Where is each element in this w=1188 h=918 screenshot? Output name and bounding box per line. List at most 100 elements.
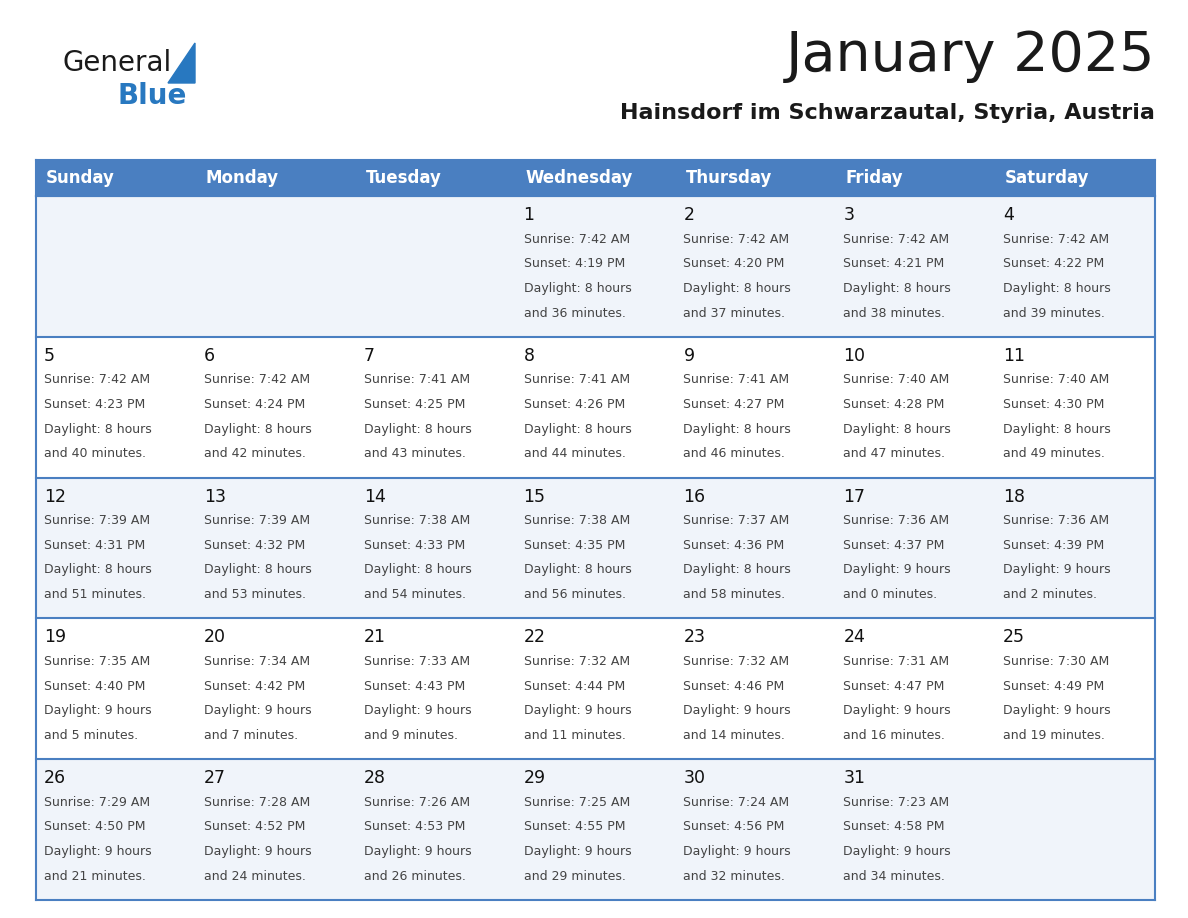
Text: 7: 7 xyxy=(364,347,374,364)
Text: Sunset: 4:24 PM: Sunset: 4:24 PM xyxy=(204,398,305,411)
Text: and 36 minutes.: and 36 minutes. xyxy=(524,307,625,319)
Text: Sunrise: 7:42 AM: Sunrise: 7:42 AM xyxy=(524,232,630,246)
Text: Sunset: 4:33 PM: Sunset: 4:33 PM xyxy=(364,539,465,552)
Text: 2: 2 xyxy=(683,206,695,224)
Text: 26: 26 xyxy=(44,769,67,788)
Bar xyxy=(36,160,1155,196)
Text: Daylight: 9 hours: Daylight: 9 hours xyxy=(683,845,791,858)
Text: Sunrise: 7:32 AM: Sunrise: 7:32 AM xyxy=(683,655,790,668)
Text: Daylight: 8 hours: Daylight: 8 hours xyxy=(683,422,791,436)
Text: 15: 15 xyxy=(524,487,545,506)
Text: 22: 22 xyxy=(524,629,545,646)
Text: 10: 10 xyxy=(843,347,865,364)
Text: Sunrise: 7:41 AM: Sunrise: 7:41 AM xyxy=(683,374,790,386)
Text: Sunset: 4:31 PM: Sunset: 4:31 PM xyxy=(44,539,145,552)
Text: Sunset: 4:50 PM: Sunset: 4:50 PM xyxy=(44,821,145,834)
Text: 19: 19 xyxy=(44,629,67,646)
Text: and 34 minutes.: and 34 minutes. xyxy=(843,869,946,883)
Text: Sunset: 4:53 PM: Sunset: 4:53 PM xyxy=(364,821,465,834)
Text: Daylight: 9 hours: Daylight: 9 hours xyxy=(843,845,950,858)
Text: Sunset: 4:56 PM: Sunset: 4:56 PM xyxy=(683,821,785,834)
Text: Daylight: 9 hours: Daylight: 9 hours xyxy=(1003,704,1111,717)
Text: Sunset: 4:40 PM: Sunset: 4:40 PM xyxy=(44,679,145,693)
Text: and 49 minutes.: and 49 minutes. xyxy=(1003,447,1105,460)
Text: Sunrise: 7:39 AM: Sunrise: 7:39 AM xyxy=(44,514,150,527)
Text: Daylight: 8 hours: Daylight: 8 hours xyxy=(1003,282,1111,295)
Text: Daylight: 8 hours: Daylight: 8 hours xyxy=(683,282,791,295)
Text: Sunset: 4:30 PM: Sunset: 4:30 PM xyxy=(1003,398,1105,411)
Text: General: General xyxy=(62,49,171,77)
Text: Hainsdorf im Schwarzautal, Styria, Austria: Hainsdorf im Schwarzautal, Styria, Austr… xyxy=(620,103,1155,123)
Text: 12: 12 xyxy=(44,487,67,506)
Text: Sunrise: 7:41 AM: Sunrise: 7:41 AM xyxy=(524,374,630,386)
Text: Sunrise: 7:30 AM: Sunrise: 7:30 AM xyxy=(1003,655,1110,668)
Text: Sunset: 4:39 PM: Sunset: 4:39 PM xyxy=(1003,539,1105,552)
Text: Daylight: 8 hours: Daylight: 8 hours xyxy=(204,422,311,436)
Bar xyxy=(36,477,1155,619)
Text: 11: 11 xyxy=(1003,347,1025,364)
Text: Sunrise: 7:24 AM: Sunrise: 7:24 AM xyxy=(683,796,790,809)
Text: Daylight: 9 hours: Daylight: 9 hours xyxy=(204,845,311,858)
Bar xyxy=(36,196,1155,337)
Text: Sunday: Sunday xyxy=(46,169,115,187)
Text: Daylight: 9 hours: Daylight: 9 hours xyxy=(524,704,631,717)
Text: Sunrise: 7:29 AM: Sunrise: 7:29 AM xyxy=(44,796,150,809)
Text: Daylight: 9 hours: Daylight: 9 hours xyxy=(204,704,311,717)
Text: Daylight: 9 hours: Daylight: 9 hours xyxy=(364,845,472,858)
Text: 1: 1 xyxy=(524,206,535,224)
Text: 3: 3 xyxy=(843,206,854,224)
Text: 20: 20 xyxy=(204,629,226,646)
Text: 5: 5 xyxy=(44,347,55,364)
Text: Daylight: 9 hours: Daylight: 9 hours xyxy=(44,704,152,717)
Text: and 37 minutes.: and 37 minutes. xyxy=(683,307,785,319)
Text: and 39 minutes.: and 39 minutes. xyxy=(1003,307,1105,319)
Text: 8: 8 xyxy=(524,347,535,364)
Text: Sunset: 4:37 PM: Sunset: 4:37 PM xyxy=(843,539,944,552)
Text: 13: 13 xyxy=(204,487,226,506)
Text: and 43 minutes.: and 43 minutes. xyxy=(364,447,466,460)
Text: Daylight: 9 hours: Daylight: 9 hours xyxy=(683,704,791,717)
Text: Sunrise: 7:42 AM: Sunrise: 7:42 AM xyxy=(683,232,790,246)
Text: Sunrise: 7:36 AM: Sunrise: 7:36 AM xyxy=(843,514,949,527)
Text: Sunset: 4:25 PM: Sunset: 4:25 PM xyxy=(364,398,465,411)
Text: Sunset: 4:43 PM: Sunset: 4:43 PM xyxy=(364,679,465,693)
Text: Sunrise: 7:23 AM: Sunrise: 7:23 AM xyxy=(843,796,949,809)
Text: Daylight: 9 hours: Daylight: 9 hours xyxy=(843,704,950,717)
Text: Sunrise: 7:42 AM: Sunrise: 7:42 AM xyxy=(843,232,949,246)
Text: 24: 24 xyxy=(843,629,865,646)
Text: Sunset: 4:21 PM: Sunset: 4:21 PM xyxy=(843,257,944,270)
Text: and 54 minutes.: and 54 minutes. xyxy=(364,588,466,601)
Text: 14: 14 xyxy=(364,487,386,506)
Text: Sunrise: 7:42 AM: Sunrise: 7:42 AM xyxy=(1003,232,1110,246)
Text: 30: 30 xyxy=(683,769,706,788)
Text: 23: 23 xyxy=(683,629,706,646)
Text: Thursday: Thursday xyxy=(685,169,772,187)
Text: and 40 minutes.: and 40 minutes. xyxy=(44,447,146,460)
Text: 18: 18 xyxy=(1003,487,1025,506)
Text: Sunset: 4:58 PM: Sunset: 4:58 PM xyxy=(843,821,944,834)
Text: and 11 minutes.: and 11 minutes. xyxy=(524,729,625,742)
Text: Sunset: 4:36 PM: Sunset: 4:36 PM xyxy=(683,539,785,552)
Bar xyxy=(36,337,1155,477)
Text: Daylight: 8 hours: Daylight: 8 hours xyxy=(683,564,791,577)
Text: 27: 27 xyxy=(204,769,226,788)
Text: and 47 minutes.: and 47 minutes. xyxy=(843,447,946,460)
Text: 28: 28 xyxy=(364,769,386,788)
Bar xyxy=(36,759,1155,900)
Text: Daylight: 8 hours: Daylight: 8 hours xyxy=(1003,422,1111,436)
Text: and 58 minutes.: and 58 minutes. xyxy=(683,588,785,601)
Text: Daylight: 9 hours: Daylight: 9 hours xyxy=(843,564,950,577)
Text: Daylight: 8 hours: Daylight: 8 hours xyxy=(843,282,952,295)
Text: 9: 9 xyxy=(683,347,695,364)
Text: Sunrise: 7:25 AM: Sunrise: 7:25 AM xyxy=(524,796,630,809)
Text: Sunset: 4:28 PM: Sunset: 4:28 PM xyxy=(843,398,944,411)
Text: and 32 minutes.: and 32 minutes. xyxy=(683,869,785,883)
Text: 6: 6 xyxy=(204,347,215,364)
Text: Sunrise: 7:26 AM: Sunrise: 7:26 AM xyxy=(364,796,469,809)
Text: 16: 16 xyxy=(683,487,706,506)
Text: Sunset: 4:22 PM: Sunset: 4:22 PM xyxy=(1003,257,1105,270)
Text: Sunset: 4:23 PM: Sunset: 4:23 PM xyxy=(44,398,145,411)
Text: and 26 minutes.: and 26 minutes. xyxy=(364,869,466,883)
Text: Tuesday: Tuesday xyxy=(366,169,442,187)
Text: Daylight: 8 hours: Daylight: 8 hours xyxy=(204,564,311,577)
